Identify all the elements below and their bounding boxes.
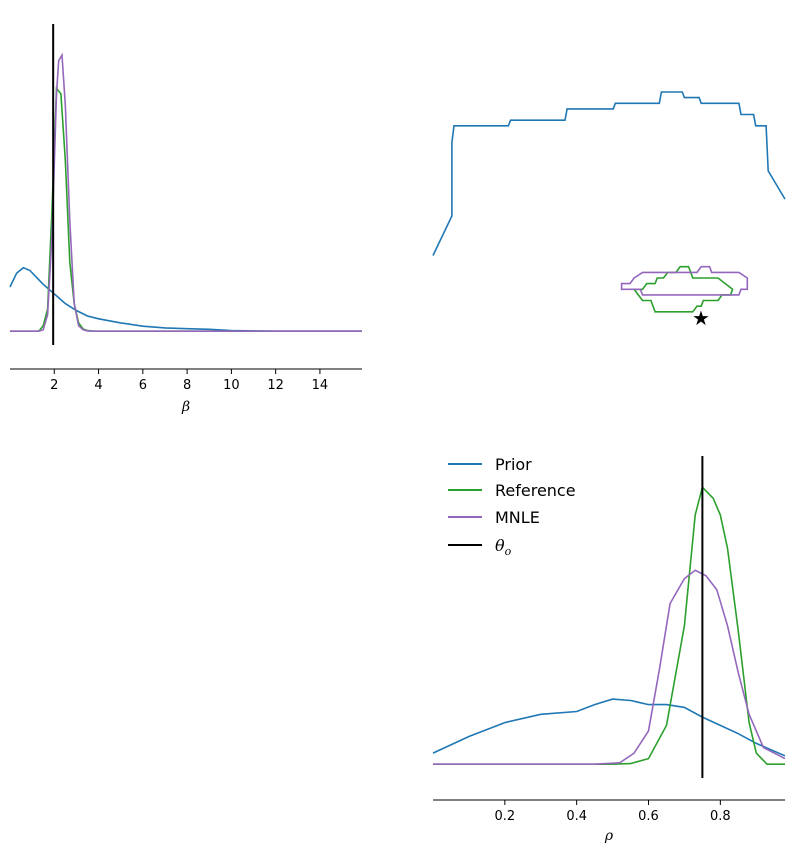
legend-mnle-label: MNLE <box>495 508 540 527</box>
rho-marginal-panel: 0.2 0.4 0.6 0.8 ρ <box>432 456 786 844</box>
rho-ticks: 0.2 0.4 0.6 0.8 <box>494 800 731 824</box>
rho-reference-line <box>433 485 785 765</box>
beta-tick-label: 12 <box>267 378 284 393</box>
beta-density-lines <box>9 52 362 332</box>
rho-density-lines <box>432 485 786 765</box>
beta-tick-label: 10 <box>223 378 240 393</box>
legend: Prior Reference MNLE θo <box>448 455 576 558</box>
rho-tick-label: 0.2 <box>494 809 515 824</box>
joint-prior-contour <box>432 91 786 256</box>
beta-tick-label: 6 <box>139 378 147 393</box>
legend-reference-label: Reference <box>495 481 576 500</box>
beta-marginal-panel: 2 4 6 8 10 12 14 β <box>9 24 362 415</box>
beta-tick-label: 2 <box>50 378 58 393</box>
joint-mnle-contour <box>620 265 749 296</box>
rho-tick-label: 0.6 <box>638 809 659 824</box>
beta-tick-label: 4 <box>94 378 102 393</box>
beta-ticks: 2 4 6 8 10 12 14 <box>50 369 328 393</box>
beta-tick-label: 8 <box>183 378 191 393</box>
truth-star-icon: ★ <box>692 306 710 330</box>
legend-truth-label: θo <box>495 536 512 558</box>
rho-axis-label: ρ <box>604 828 614 844</box>
joint-reference-contour <box>632 265 734 313</box>
rho-tick-label: 0.8 <box>710 809 731 824</box>
beta-reference-line <box>10 86 362 332</box>
legend-prior-label: Prior <box>495 455 532 474</box>
rho-mnle-line <box>433 569 786 765</box>
joint-contour-panel: ★ <box>432 91 786 330</box>
beta-mnle-line <box>10 52 362 332</box>
beta-axis-label: β <box>181 399 190 415</box>
beta-prior-line <box>9 266 362 332</box>
joint-contour-lines <box>432 91 786 313</box>
rho-prior-line <box>432 698 786 757</box>
rho-tick-label: 0.4 <box>566 809 587 824</box>
beta-tick-label: 14 <box>312 378 329 393</box>
